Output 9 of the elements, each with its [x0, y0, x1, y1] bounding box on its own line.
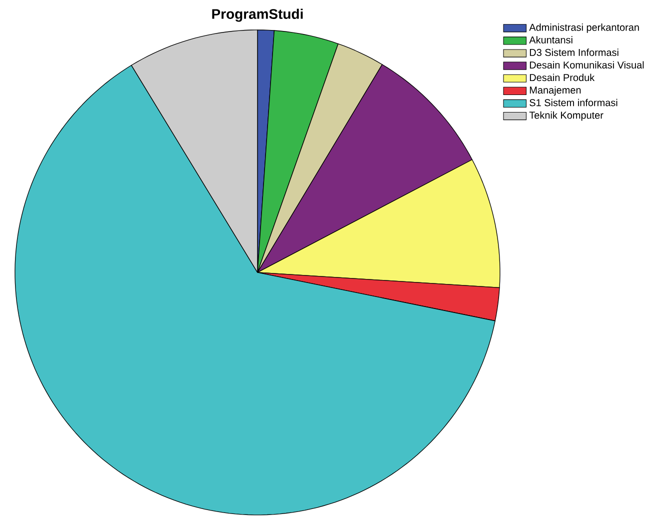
legend-label: S1 Sistem informasi: [530, 98, 618, 106]
legend-label: Akuntansi: [529, 36, 572, 44]
legend-label: Manajemen: [530, 86, 581, 96]
chart-title: ProgramStudi: [212, 8, 303, 22]
legend-label: Teknik Komputer: [529, 111, 604, 121]
legend-label: D3 Sistem Informasi: [530, 48, 618, 56]
legend-label: Desain Komunikasi Visual: [530, 61, 644, 69]
legend-label: Administrasi perkantoran: [529, 24, 639, 33]
legend-label: Desain Produk: [530, 74, 595, 82]
